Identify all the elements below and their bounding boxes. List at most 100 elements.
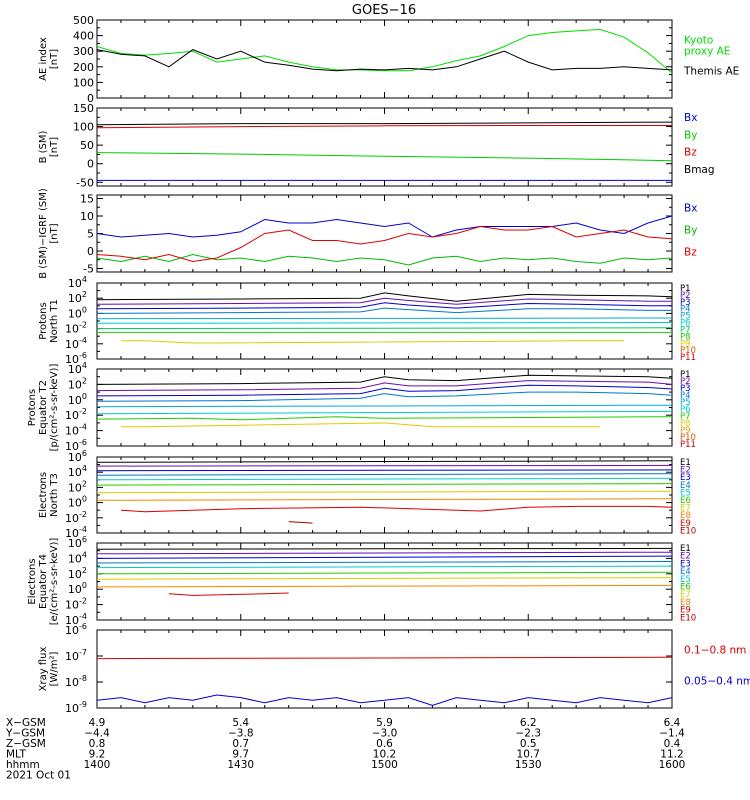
legend-label: P9: [680, 426, 691, 436]
x-axis-row-label: MLT: [6, 749, 26, 761]
y-tick-label: 106: [68, 535, 87, 550]
legend-label: E6: [680, 496, 691, 506]
y-tick-label: 104: [68, 550, 87, 565]
x-axis-value: 5.9: [376, 717, 393, 729]
x-axis-value: −3.8: [228, 728, 254, 740]
legend-label: P8: [680, 332, 691, 342]
y-tick-label: 104: [68, 361, 87, 376]
series-line-e1: [97, 460, 672, 463]
series-line-e8: [97, 584, 672, 588]
legend-label: P11: [680, 353, 696, 363]
series-line-p8: [121, 422, 601, 428]
y-tick-label: 400: [73, 30, 94, 43]
series-group: [97, 547, 672, 596]
y-tick-label: -5: [83, 263, 94, 276]
series-line-p4: [97, 307, 672, 314]
y-axis-label: North T1: [49, 299, 60, 343]
series-line-e7: [97, 490, 672, 494]
legend-label: Themis AE: [683, 66, 739, 78]
legend-label: P1: [680, 284, 691, 294]
y-axis-label: Equator T4: [38, 554, 49, 609]
y-axis-label: Xray flux: [38, 647, 49, 692]
x-axis-value: −2.3: [516, 728, 542, 740]
panel-frame: [96, 107, 673, 187]
series-line-p5: [97, 404, 672, 408]
legend-label: E3: [680, 559, 691, 569]
panel-frame: [96, 368, 673, 447]
series-line-p2: [97, 297, 672, 305]
y-tick-label: 10-8: [65, 674, 87, 689]
y-tick-label: 102: [68, 290, 87, 305]
y-tick-label: 10-2: [65, 597, 87, 612]
series-group: [97, 374, 672, 428]
legend-label: P8: [680, 419, 691, 429]
y-tick-label: 0: [87, 245, 94, 258]
y-tick-label: 104: [68, 275, 87, 290]
legend-label: E7: [680, 590, 691, 600]
legend-label: P1: [680, 370, 691, 380]
legend-label: E2: [680, 552, 691, 562]
x-axis-value: 1500: [371, 759, 398, 771]
legend-label: P6: [680, 405, 691, 415]
legend-label: E9: [680, 519, 691, 529]
legend-label: P7: [680, 412, 691, 422]
panel-frame: [96, 542, 673, 621]
legend-label: P4: [680, 305, 691, 315]
x-axis-value: 1530: [515, 759, 542, 771]
x-axis-row-label: X−GSM: [6, 717, 46, 729]
y-axis-label: AE index: [38, 37, 49, 81]
y-tick-label: 10-7: [65, 648, 87, 663]
y-tick-label: 102: [68, 479, 87, 494]
legend-label: E9: [680, 606, 691, 616]
y-tick-label: 10-4: [65, 423, 87, 438]
y-tick-label: 104: [68, 464, 87, 479]
y-tick-label: 100: [68, 305, 87, 320]
x-axis-value: −4.4: [84, 728, 110, 740]
legend-label: E3: [680, 473, 691, 483]
y-tick-label: 10-2: [65, 510, 87, 525]
series-line-bz: [97, 125, 672, 129]
series-line-e1: [97, 547, 672, 550]
series-line-e6: [97, 483, 672, 486]
series-line-e8: [97, 498, 672, 501]
legend-label: E7: [680, 504, 691, 514]
legend-label: P7: [680, 325, 691, 335]
series-group: [97, 292, 672, 344]
y-tick-label: 10-2: [65, 407, 87, 422]
panel-frame: [96, 456, 673, 534]
legend-label: E4: [680, 567, 691, 577]
x-axis-row-label: hhmm: [6, 759, 40, 771]
y-tick-label: 10-6: [65, 351, 87, 366]
x-axis-value: 1600: [659, 759, 686, 771]
series-line-e3: [97, 469, 672, 472]
series-line-e7: [97, 577, 672, 580]
y-axis-label: Electrons: [38, 472, 49, 518]
x-axis-value: 0.6: [376, 738, 393, 750]
x-axis-table: X−GSM 4.9 5.4 5.9 6.2 6.4 Y−GSM −4.4 −3.8 −3.0 −2.…: [5, 717, 685, 782]
y-tick-label: 10-4: [65, 612, 87, 627]
y-tick-label: 100: [68, 495, 87, 510]
series-group: [97, 215, 672, 266]
legend-label: P10: [680, 433, 696, 443]
legend-label: P3: [680, 298, 691, 308]
y-axis-label: [W/m²]: [49, 651, 60, 686]
series-line-bx: [97, 215, 672, 238]
y-tick-label: 500: [73, 14, 94, 27]
y-axis-label: [p/(cm²-s-sr-keV)]: [49, 364, 60, 452]
x-axis-value: 1400: [84, 759, 111, 771]
series-line-by: [97, 152, 672, 162]
series-line-e2: [97, 464, 672, 467]
figure-title: GOES−16: [352, 3, 416, 18]
legend-label: E4: [680, 481, 691, 491]
legend-label: E8: [680, 598, 691, 608]
y-tick-label: 102: [68, 376, 87, 391]
y-tick-label: -50: [76, 176, 94, 189]
y-axis-label: Equator T2: [38, 380, 49, 435]
y-axis-label: Protons: [38, 302, 49, 339]
series-line-by: [97, 253, 672, 266]
